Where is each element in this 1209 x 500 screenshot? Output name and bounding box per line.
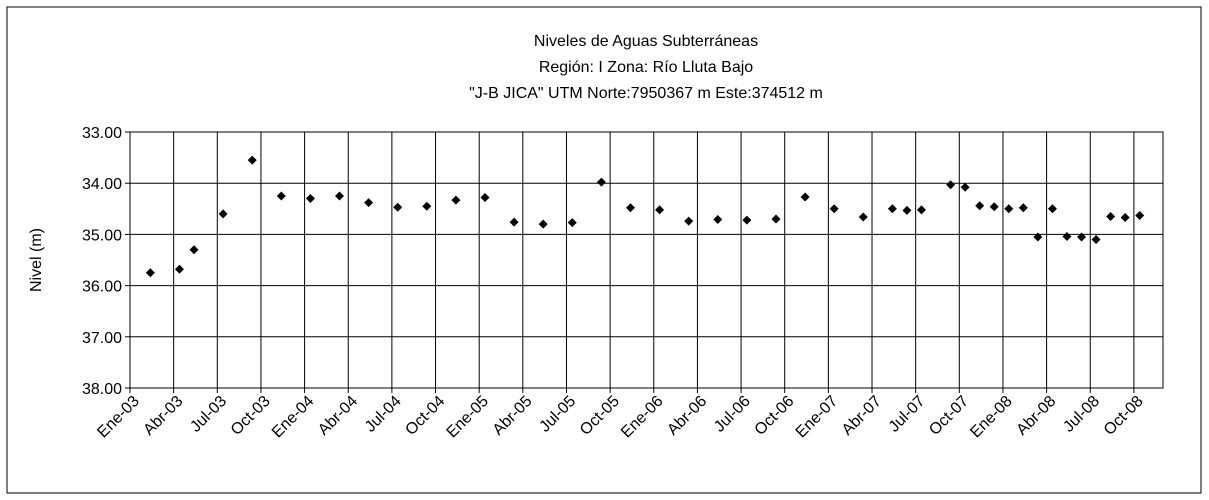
point	[989, 202, 999, 212]
point	[145, 268, 155, 278]
point	[596, 177, 606, 187]
point	[625, 203, 635, 213]
point	[393, 202, 403, 212]
point	[1091, 235, 1101, 245]
point	[916, 205, 926, 215]
y-tick-label: 36.00	[82, 279, 122, 296]
y-tick-label: 38.00	[82, 381, 122, 398]
point	[902, 205, 912, 215]
y-axis-label: Nivel (m)	[28, 228, 45, 292]
point	[887, 204, 897, 214]
point	[946, 180, 956, 190]
point	[1033, 232, 1043, 242]
y-tick-label: 37.00	[82, 330, 122, 347]
point	[174, 264, 184, 274]
point	[364, 198, 374, 208]
chart-subtitle: "J-B JICA" UTM Norte:7950367 m Este:3745…	[469, 85, 823, 102]
point	[771, 214, 781, 224]
point	[655, 205, 665, 215]
point	[480, 193, 490, 203]
point	[567, 218, 577, 228]
point	[538, 219, 548, 229]
point	[1135, 210, 1145, 220]
y-tick-label: 33.00	[82, 125, 122, 142]
point	[1120, 213, 1130, 223]
point	[1077, 232, 1087, 242]
point	[509, 217, 519, 227]
point	[1004, 204, 1014, 214]
point	[218, 209, 228, 219]
chart-title: Niveles de Aguas Subterráneas	[534, 33, 758, 50]
point	[1106, 211, 1116, 221]
point	[276, 191, 286, 201]
point	[829, 204, 839, 214]
y-tick-label: 34.00	[82, 176, 122, 193]
point	[247, 155, 257, 165]
point	[800, 192, 810, 202]
point	[451, 195, 461, 205]
point	[858, 212, 868, 222]
point	[960, 182, 970, 192]
point	[1018, 203, 1028, 213]
point	[1062, 231, 1072, 241]
plot-area	[129, 131, 1164, 389]
y-tick-label: 35.00	[82, 227, 122, 244]
point	[975, 201, 985, 211]
point	[189, 245, 199, 255]
chart-subtitle: Región: I Zona: Río Lluta Bajo	[539, 59, 753, 76]
point	[742, 215, 752, 225]
point	[684, 216, 694, 226]
point	[713, 215, 723, 225]
point	[422, 201, 432, 211]
point	[305, 194, 315, 204]
point	[335, 191, 345, 201]
point	[1047, 204, 1057, 214]
